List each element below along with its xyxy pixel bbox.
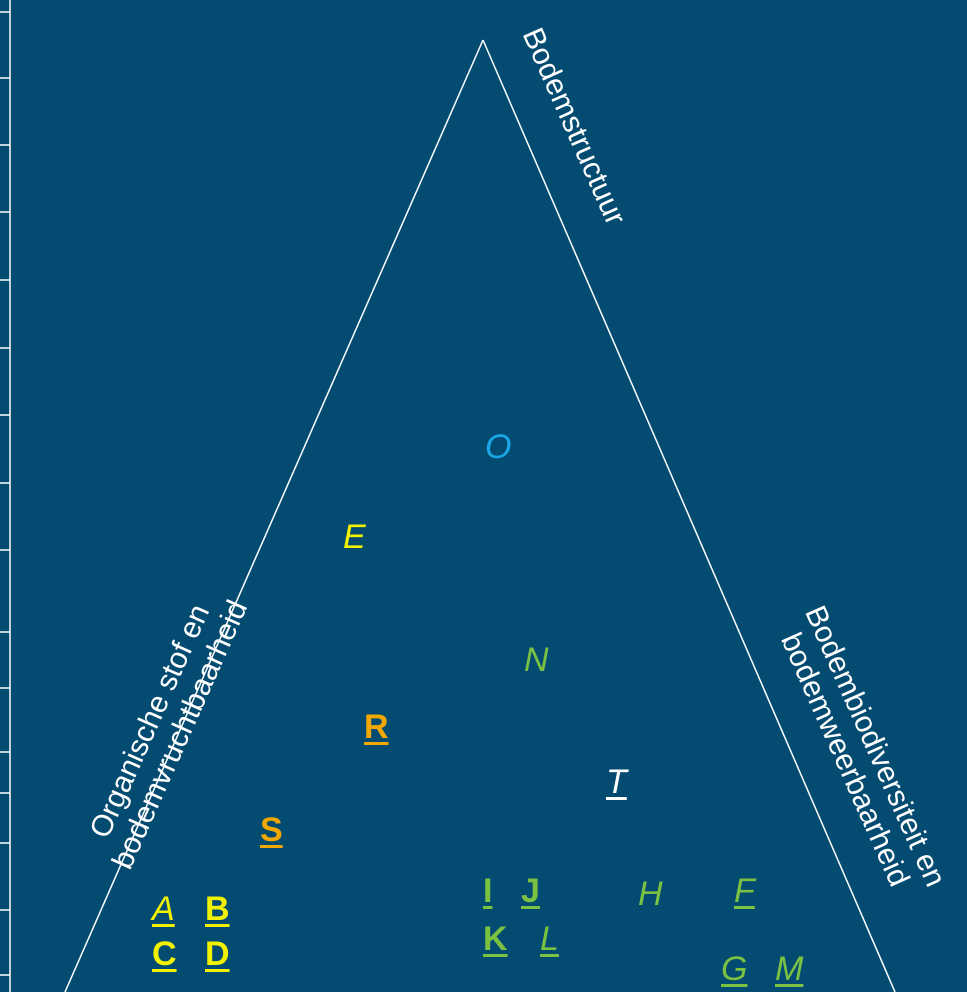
marker-j: J [521,872,540,910]
triangle-left-edge [64,39,484,992]
marker-h: H [638,875,663,913]
marker-i: I [483,872,493,910]
marker-d: D [205,935,230,973]
marker-o: O [485,428,512,466]
marker-g: G [721,950,748,988]
marker-f: F [734,872,755,910]
marker-l: L [540,920,559,958]
marker-b: B [205,890,230,928]
marker-s: S [260,811,283,849]
marker-a: A [152,890,175,928]
left-ruler [0,0,11,992]
marker-e: E [343,518,366,556]
marker-n: N [524,641,549,679]
marker-c: C [152,935,177,973]
marker-t: T [606,763,627,801]
marker-r: R [364,708,389,746]
triangle-right-edge [482,39,896,992]
marker-k: K [483,920,508,958]
marker-m: M [775,950,804,988]
